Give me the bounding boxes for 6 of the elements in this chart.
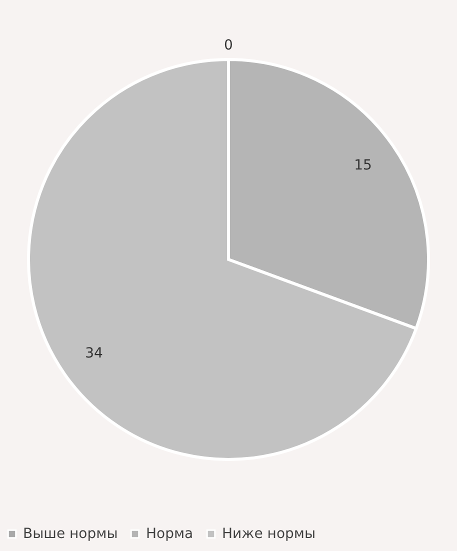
data-label: 34	[85, 345, 103, 362]
legend-label: Ниже нормы	[222, 526, 316, 542]
data-label: 15	[354, 158, 372, 174]
text: 0	[224, 38, 233, 54]
legend-label: Норма	[146, 526, 194, 542]
legend-label: Выше нормы	[23, 526, 118, 542]
